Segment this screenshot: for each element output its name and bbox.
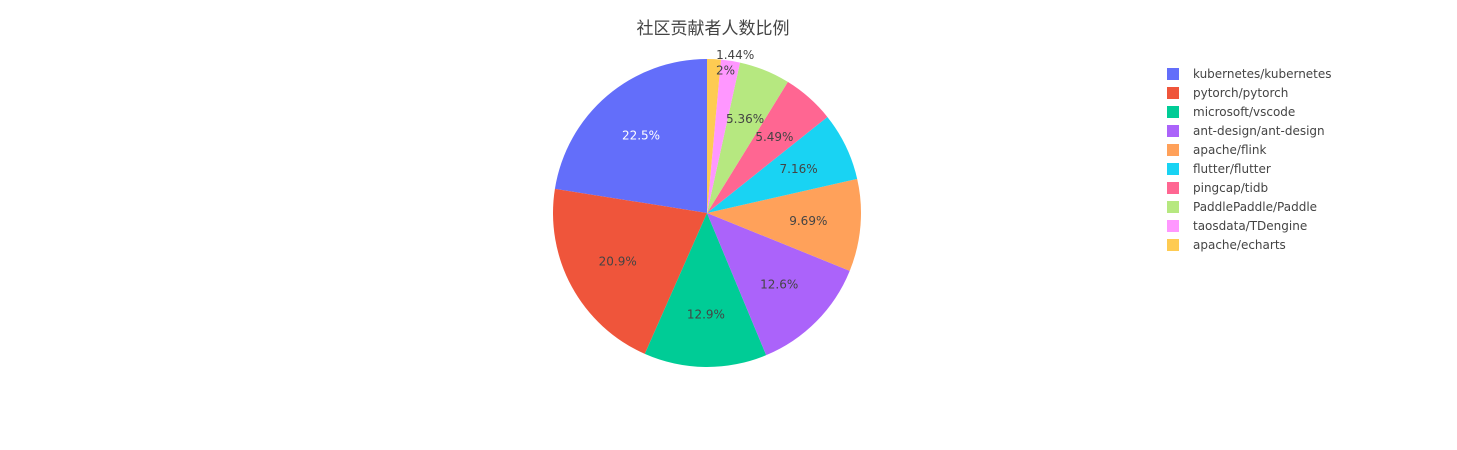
legend-item[interactable]: microsoft/vscode: [1167, 105, 1295, 119]
legend: kubernetes/kubernetes pytorch/pytorch micr…: [1167, 67, 1332, 252]
slice-value-label: 1.44%: [716, 48, 754, 62]
legend-item[interactable]: flutter/flutter: [1167, 162, 1271, 176]
legend-label: pingcap/tidb: [1193, 181, 1268, 195]
slice-value-label: 7.16%: [780, 162, 818, 176]
legend-label: microsoft/vscode: [1193, 105, 1295, 119]
legend-label: apache/echarts: [1193, 238, 1286, 252]
legend-label: apache/flink: [1193, 143, 1266, 157]
slice-value-label: 2%: [716, 64, 735, 78]
legend-swatch: [1167, 87, 1179, 99]
legend-item[interactable]: taosdata/TDengine: [1167, 219, 1307, 233]
pie-slice-taosdata-tdengine[interactable]: [707, 59, 741, 213]
slice-value-label: 5.36%: [726, 112, 764, 126]
legend-label: flutter/flutter: [1193, 162, 1271, 176]
legend-item[interactable]: PaddlePaddle/Paddle: [1167, 200, 1317, 214]
legend-swatch: [1167, 220, 1179, 232]
legend-swatch: [1167, 68, 1179, 80]
pie-slice-paddlepaddle-paddle[interactable]: [707, 62, 788, 213]
pie-slice-apache-echarts[interactable]: [707, 59, 721, 213]
legend-swatch: [1167, 144, 1179, 156]
legend-item[interactable]: pingcap/tidb: [1167, 181, 1268, 195]
legend-swatch: [1167, 125, 1179, 137]
legend-item[interactable]: apache/flink: [1167, 143, 1266, 157]
legend-item[interactable]: apache/echarts: [1167, 238, 1286, 252]
pie-slice-microsoft-vscode[interactable]: [644, 213, 767, 368]
pie-slice-flutter-flutter[interactable]: [707, 116, 858, 213]
chart-title: 社区贡献者人数比例: [637, 19, 790, 39]
slice-value-label: 12.9%: [687, 308, 725, 322]
legend-item[interactable]: ant-design/ant-design: [1167, 124, 1325, 138]
legend-swatch: [1167, 163, 1179, 175]
legend-swatch: [1167, 182, 1179, 194]
pie-labels: 22.5% 20.9% 12.9% 12.6% 9.69% 7.16% 5.49% 5.36%…: [599, 48, 828, 321]
slice-value-label: 9.69%: [789, 214, 827, 228]
pie-slice-ant-design-ant-design[interactable]: [707, 213, 850, 356]
legend-swatch: [1167, 106, 1179, 118]
legend-label: kubernetes/kubernetes: [1193, 67, 1332, 81]
legend-swatch: [1167, 239, 1179, 251]
slice-value-label: 5.49%: [755, 130, 793, 144]
pie-slice-apache-flink[interactable]: [707, 178, 862, 271]
legend-item[interactable]: kubernetes/kubernetes: [1167, 67, 1332, 81]
pie-slice-pingcap-tidb[interactable]: [707, 81, 828, 214]
pie-slice-kubernetes-kubernetes[interactable]: [554, 59, 707, 213]
pie-slices: [552, 59, 862, 368]
legend-label: taosdata/TDengine: [1193, 219, 1307, 233]
slice-value-label: 20.9%: [599, 255, 637, 269]
legend-label: PaddlePaddle/Paddle: [1193, 200, 1317, 214]
legend-item[interactable]: pytorch/pytorch: [1167, 86, 1288, 100]
legend-label: pytorch/pytorch: [1193, 86, 1288, 100]
slice-value-label: 22.5%: [622, 129, 660, 143]
legend-swatch: [1167, 201, 1179, 213]
legend-label: ant-design/ant-design: [1193, 124, 1325, 138]
pie-slice-pytorch-pytorch[interactable]: [552, 188, 707, 354]
slice-value-label: 12.6%: [760, 278, 798, 292]
